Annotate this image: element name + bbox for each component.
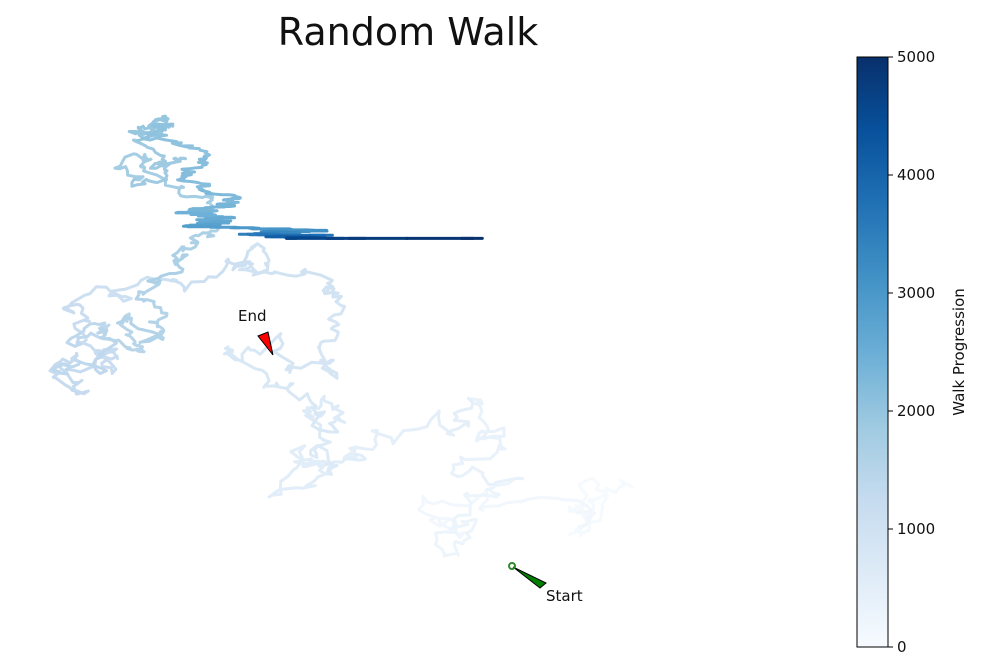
colorbar-tick-label: 0 — [897, 638, 907, 656]
walk-segment — [434, 476, 525, 558]
walk-path — [48, 114, 634, 558]
start-arrow — [512, 566, 547, 589]
walk-segment — [179, 202, 236, 214]
start-marker — [508, 562, 516, 570]
walk-segment — [195, 219, 231, 226]
chart-title: Random Walk — [278, 10, 538, 54]
walk-segment — [342, 397, 475, 461]
colorbar: 0 1000 2000 3000 4000 5000 Walk Progression — [856, 48, 968, 656]
walk-segment — [182, 224, 242, 230]
colorbar-fill — [856, 56, 889, 648]
colorbar-tick-label: 3000 — [897, 284, 935, 302]
colorbar-label: Walk Progression — [950, 288, 968, 416]
walk-segment — [200, 188, 242, 206]
walk-segment — [146, 200, 222, 285]
walk-segment — [51, 321, 118, 376]
walk-segment — [237, 242, 343, 304]
walk-segment — [130, 138, 188, 188]
walk-segment — [141, 122, 211, 158]
walk-segment — [70, 250, 255, 305]
walk-segment — [113, 152, 215, 205]
end-label: End — [238, 307, 267, 325]
walk-segment — [267, 444, 367, 499]
walk-segment — [61, 301, 119, 375]
walk-segment — [450, 397, 525, 487]
walk-segment — [302, 394, 347, 476]
walk-segment — [96, 312, 146, 354]
colorbar-tick-label: 4000 — [897, 166, 935, 184]
colorbar-tick-label: 5000 — [897, 48, 935, 66]
colorbar-tick-label: 2000 — [897, 402, 935, 420]
colorbar-tick-label: 1000 — [897, 520, 935, 538]
end-arrow — [257, 331, 274, 356]
annotations: Start End — [238, 307, 583, 605]
walk-segment — [222, 345, 340, 434]
walk-segment — [176, 155, 211, 192]
walk-segment — [263, 300, 347, 380]
walk-segment — [116, 279, 169, 345]
colorbar-ticks: 0 1000 2000 3000 4000 5000 — [888, 48, 935, 656]
start-label: Start — [546, 587, 583, 605]
